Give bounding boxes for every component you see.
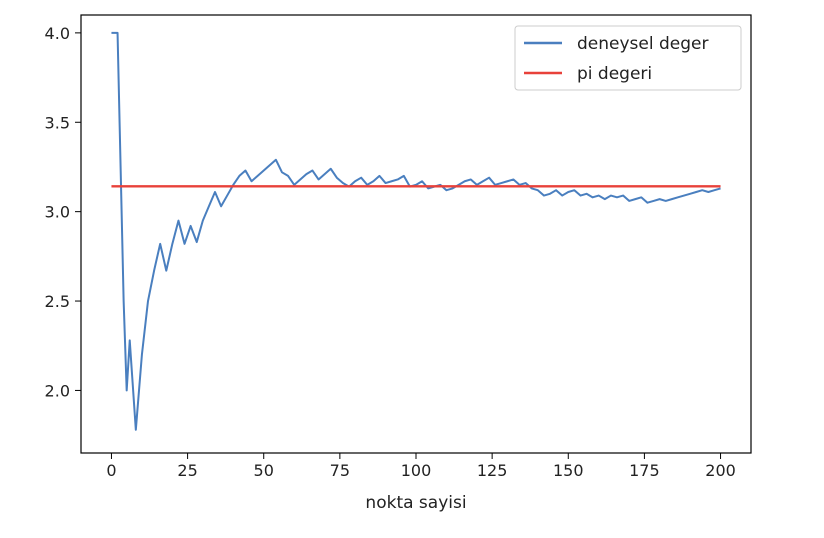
x-tick-label: 175 <box>629 461 660 480</box>
x-tick-label: 0 <box>106 461 116 480</box>
y-tick-label: 3.0 <box>45 203 70 222</box>
y-tick-label: 3.5 <box>45 113 70 132</box>
x-tick-label: 100 <box>401 461 432 480</box>
x-tick-label: 125 <box>477 461 508 480</box>
legend: deneysel deger pi degeri <box>514 25 742 91</box>
series-line-0 <box>111 31 721 431</box>
legend-box <box>514 25 742 91</box>
legend-label-1: pi degeri <box>577 64 652 84</box>
x-tick-label: 75 <box>330 461 350 480</box>
x-tick-label: 50 <box>254 461 274 480</box>
x-tick-label: 200 <box>705 461 736 480</box>
x-axis-label: nokta sayisi <box>365 493 466 513</box>
y-tick-label: 2.0 <box>45 381 70 400</box>
x-tick-label: 25 <box>177 461 197 480</box>
y-tick-label: 2.5 <box>45 292 70 311</box>
x-tick-label: 150 <box>553 461 584 480</box>
x-axis: 0 25 50 75 100 125 150 175 200 <box>106 453 736 480</box>
y-tick-label: 4.0 <box>45 24 70 43</box>
y-axis: 2.0 2.5 3.0 3.5 4.0 <box>45 24 81 400</box>
legend-label-0: deneysel deger <box>577 34 708 54</box>
